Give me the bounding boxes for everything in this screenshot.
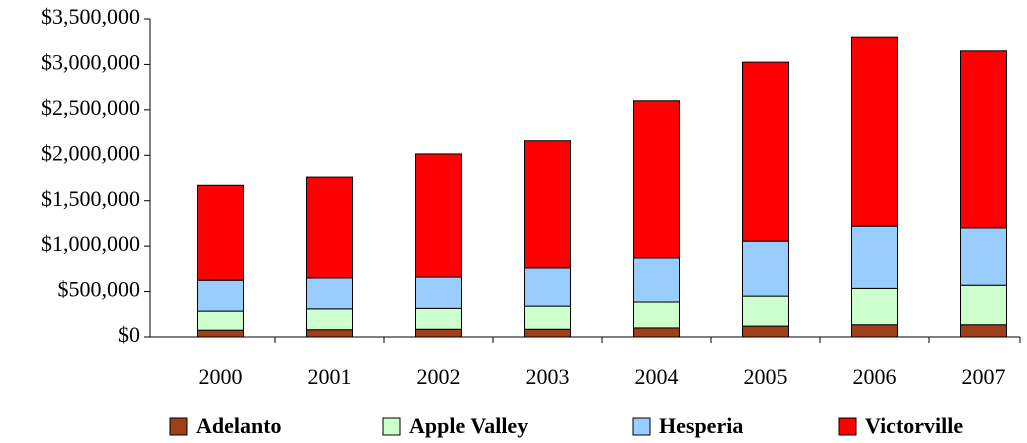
x-tick-label: 2004 <box>635 364 679 389</box>
bar-segment <box>524 328 571 338</box>
bar-segment <box>960 284 1007 326</box>
x-tick-label: 2000 <box>199 364 243 389</box>
bar-segment <box>742 295 789 327</box>
legend-label: Adelanto <box>196 413 282 438</box>
bar-segment <box>524 140 571 269</box>
bar-segment <box>742 61 789 242</box>
y-tick-label: $1,000,000 <box>41 231 140 256</box>
bar-segment <box>633 301 680 329</box>
bar-segment <box>633 327 680 338</box>
bar-segment <box>415 276 462 309</box>
bar-segment <box>851 36 898 227</box>
x-tick-label: 2002 <box>417 364 461 389</box>
legend-swatch <box>838 417 857 436</box>
bar-segment <box>306 277 353 310</box>
x-tick-label: 2001 <box>308 364 352 389</box>
legend-label: Apple Valley <box>409 413 528 438</box>
bar-segment <box>633 257 680 303</box>
legend-swatch <box>382 417 401 436</box>
y-tick-label: $0 <box>118 322 140 347</box>
y-tick-label: $2,500,000 <box>41 95 140 120</box>
bar-segment <box>197 279 244 312</box>
x-tick-label: 2007 <box>962 364 1006 389</box>
bar-segment <box>306 329 353 338</box>
bar-segment <box>851 287 898 326</box>
bar-segment <box>851 324 898 338</box>
legend-swatch <box>632 417 651 436</box>
bar-segment <box>306 308 353 331</box>
x-tick-label: 2006 <box>853 364 897 389</box>
bar-segment <box>960 227 1007 286</box>
y-tick-label: $2,000,000 <box>41 140 140 165</box>
legend-label: Victorville <box>865 413 963 438</box>
bar-segment <box>960 50 1007 229</box>
bar-segment <box>197 310 244 331</box>
x-tick-label: 2005 <box>744 364 788 389</box>
bar-segment <box>197 184 244 281</box>
bar-segment <box>633 100 680 259</box>
y-tick-label: $3,000,000 <box>41 49 140 74</box>
bar-segment <box>415 328 462 338</box>
bar-segment <box>415 307 462 330</box>
y-tick-label: $1,500,000 <box>41 186 140 211</box>
bar-segment <box>306 176 353 279</box>
bar-segment <box>524 267 571 307</box>
legend-label: Hesperia <box>659 413 743 438</box>
legend-swatch <box>169 417 188 436</box>
x-tick-label: 2003 <box>526 364 570 389</box>
bar-segment <box>851 225 898 289</box>
bar-segment <box>415 153 462 278</box>
bar-segment <box>742 325 789 338</box>
bar-segment <box>742 240 789 297</box>
bar-segment <box>197 329 244 338</box>
bar-segment <box>960 324 1007 338</box>
y-tick-label: $500,000 <box>58 277 141 302</box>
y-tick-label: $3,500,000 <box>41 4 140 29</box>
bar-segment <box>524 305 571 330</box>
